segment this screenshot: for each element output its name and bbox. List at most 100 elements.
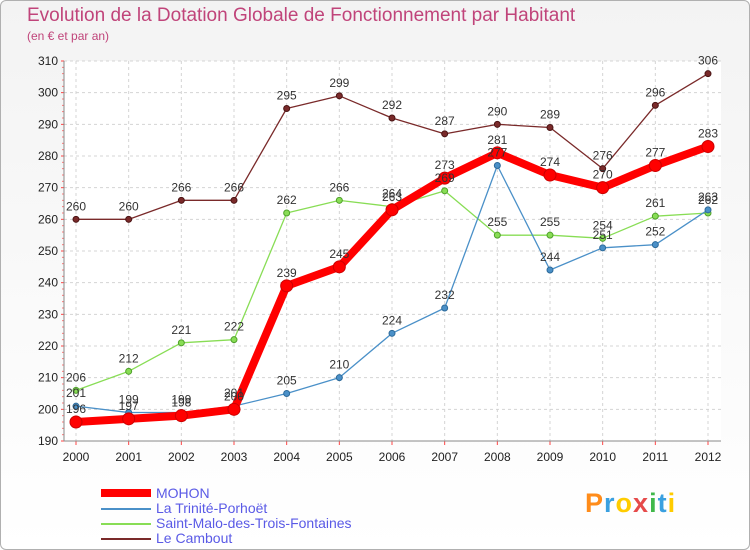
data-point-mohon	[543, 168, 557, 182]
data-point-saint-malo-des-trois-fontaines	[72, 386, 80, 394]
legend-swatch-mohon	[101, 489, 151, 497]
series-layer	[69, 70, 715, 429]
x-tick-label: 2009	[537, 450, 564, 464]
data-label-saint-malo-des-trois-fontaines: 254	[593, 218, 613, 232]
data-point-saint-malo-des-trois-fontaines	[651, 212, 659, 220]
y-tick-label: 190	[38, 434, 58, 448]
data-point-la-trinite-porhoet	[493, 162, 501, 169]
data-point-mohon	[280, 279, 294, 293]
logo-letter: P	[585, 488, 605, 518]
data-point-le-cambout	[599, 165, 607, 173]
data-point-le-cambout	[283, 105, 291, 112]
data-label-le-cambout: 306	[698, 54, 718, 68]
data-label-mohon: 273	[435, 158, 455, 172]
data-point-mohon	[648, 159, 662, 172]
data-label-la-trinite-porhoet: 277	[487, 146, 507, 160]
data-point-saint-malo-des-trois-fontaines	[493, 231, 501, 239]
legend-swatch-saint-malo	[101, 523, 151, 525]
data-label-le-cambout: 266	[224, 180, 244, 194]
data-label-saint-malo-des-trois-fontaines: 264	[382, 187, 402, 201]
data-point-mohon	[490, 146, 504, 160]
y-tick-label: 210	[38, 371, 58, 385]
x-tick-label: 2003	[221, 450, 248, 464]
data-label-le-cambout: 287	[435, 114, 455, 128]
data-point-le-cambout	[230, 196, 238, 204]
data-label-mohon: 239	[277, 266, 297, 280]
data-point-la-trinite-porhoet	[651, 241, 659, 249]
x-tick-label: 2012	[695, 450, 722, 464]
data-point-mohon	[596, 181, 610, 195]
x-tick-label: 2011	[642, 450, 668, 464]
data-label-mohon: 196	[66, 402, 86, 416]
y-tick-label: 220	[38, 339, 58, 353]
legend-label-saint-malo: Saint-Malo-des-Trois-Fontaines	[156, 515, 352, 531]
y-tick-label: 280	[38, 149, 58, 163]
data-point-la-trinite-porhoet	[546, 266, 554, 274]
data-label-le-cambout: 292	[382, 98, 402, 112]
data-point-mohon	[438, 171, 452, 185]
data-point-la-trinite-porhoet	[704, 206, 712, 214]
data-label-saint-malo-des-trois-fontaines: 262	[698, 193, 718, 207]
data-point-saint-malo-des-trois-fontaines	[335, 196, 343, 204]
data-point-mohon	[69, 415, 83, 429]
data-label-saint-malo-des-trois-fontaines: 261	[645, 196, 665, 210]
data-point-la-trinite-porhoet	[283, 390, 291, 397]
legend-label-le-cambout: Le Cambout	[156, 530, 233, 546]
data-label-le-cambout: 295	[277, 89, 297, 103]
x-tick-label: 2007	[431, 450, 458, 464]
data-point-le-cambout	[388, 114, 396, 122]
logo-letter: o	[615, 488, 634, 518]
chart-title: Evolution de la Dotation Globale de Fonc…	[27, 5, 576, 26]
logo-letter: i	[649, 488, 658, 518]
grid-layer	[64, 60, 721, 442]
data-point-saint-malo-des-trois-fontaines	[283, 209, 291, 217]
data-label-le-cambout: 266	[171, 180, 191, 194]
data-point-le-cambout	[704, 70, 712, 78]
x-tick-label: 2005	[326, 450, 353, 464]
data-label-layer: 260 260 266 266 295 299 292 287 290 289 276 296 306 2…	[66, 54, 718, 416]
data-label-mohon: 283	[698, 127, 718, 141]
data-label-le-cambout: 299	[329, 76, 349, 90]
data-label-saint-malo-des-trois-fontaines: 266	[329, 180, 349, 194]
data-label-mohon: 245	[329, 247, 349, 261]
data-point-saint-malo-des-trois-fontaines	[546, 231, 554, 239]
x-tick-label: 2010	[589, 450, 616, 464]
data-label-le-cambout: 290	[487, 104, 507, 118]
data-label-mohon: 270	[593, 168, 613, 182]
data-label-mohon: 281	[487, 133, 507, 147]
data-label-la-trinite-porhoet: 224	[382, 313, 402, 327]
x-tick-label: 2008	[484, 450, 511, 464]
data-label-le-cambout: 276	[593, 149, 613, 163]
x-tick-label: 2000	[63, 450, 90, 464]
data-label-la-trinite-porhoet: 263	[698, 190, 718, 204]
y-tick-label: 250	[38, 244, 58, 258]
data-point-mohon	[174, 409, 188, 423]
logo-letter: i	[667, 488, 677, 518]
data-point-la-trinite-porhoet	[441, 304, 449, 312]
y-tick-label: 230	[38, 307, 58, 321]
data-label-la-trinite-porhoet: 205	[277, 374, 297, 388]
data-point-le-cambout	[335, 92, 343, 100]
data-point-la-trinite-porhoet	[599, 244, 607, 252]
data-label-saint-malo-des-trois-fontaines: 206	[66, 370, 86, 384]
x-tick-label: 2006	[379, 450, 406, 464]
data-label-le-cambout: 260	[119, 199, 139, 213]
data-label-mohon: 263	[382, 190, 402, 204]
data-point-le-cambout	[125, 215, 133, 223]
data-label-le-cambout: 289	[540, 108, 560, 122]
data-label-la-trinite-porhoet: 199	[119, 393, 139, 407]
data-label-la-trinite-porhoet: 201	[66, 386, 86, 400]
data-label-la-trinite-porhoet: 251	[593, 228, 613, 242]
data-label-la-trinite-porhoet: 201	[224, 386, 244, 400]
logo-letter: r	[604, 488, 616, 518]
x-tick-label: 2001	[115, 450, 142, 464]
data-label-mohon: 200	[224, 389, 244, 403]
y-tick-label: 310	[38, 54, 58, 68]
data-point-le-cambout	[546, 124, 554, 131]
x-tick-label: 2002	[168, 450, 195, 464]
data-label-saint-malo-des-trois-fontaines: 269	[435, 171, 455, 185]
data-label-saint-malo-des-trois-fontaines: 255	[540, 215, 560, 229]
data-point-mohon	[122, 412, 136, 426]
y-tick-label: 270	[38, 181, 58, 195]
